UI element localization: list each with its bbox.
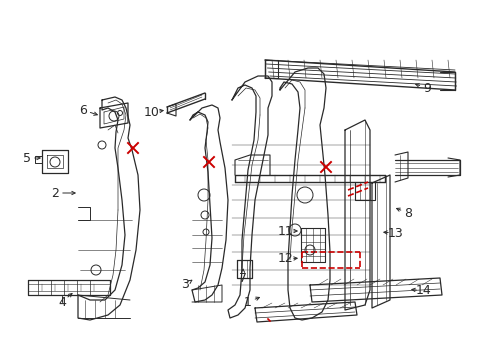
Text: 2: 2 [51,186,59,199]
Text: 7: 7 [239,271,246,284]
Text: 4: 4 [58,296,66,309]
Text: 5: 5 [23,152,31,165]
Text: 9: 9 [422,81,430,95]
Text: 12: 12 [278,252,293,266]
Text: 8: 8 [403,207,411,220]
Text: 10: 10 [144,105,160,118]
Text: 11: 11 [278,225,293,238]
Text: 3: 3 [181,279,188,292]
Text: 1: 1 [244,296,251,309]
Text: 14: 14 [415,284,431,297]
Text: 6: 6 [79,104,87,117]
Text: 13: 13 [387,226,403,239]
